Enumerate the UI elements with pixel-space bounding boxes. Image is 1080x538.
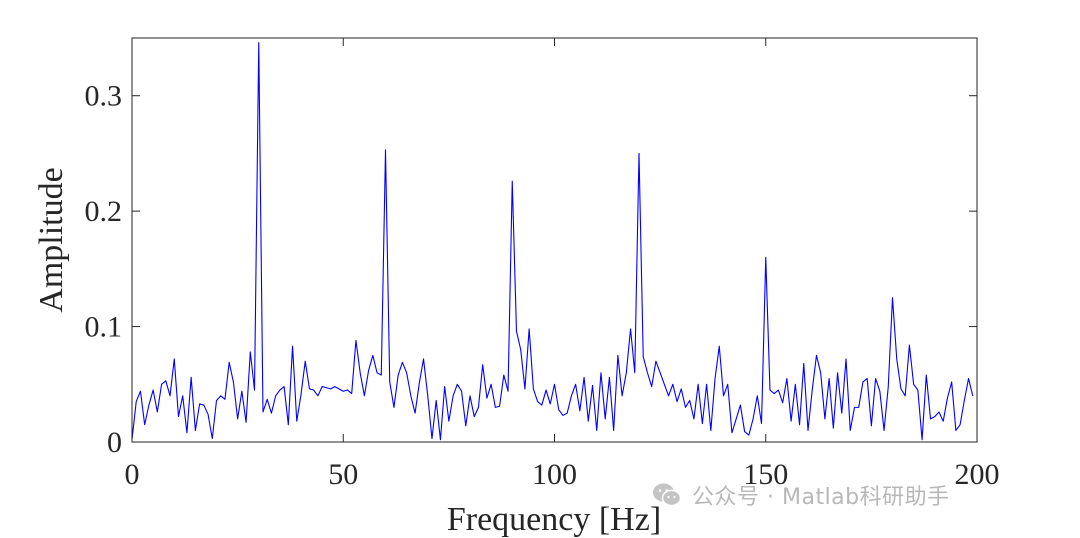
y-tick-label-0: 0 <box>107 426 122 459</box>
y-tick-labels: 0 0.1 0.2 0.3 <box>85 80 123 459</box>
x-tick-label-100: 100 <box>532 458 577 491</box>
y-axis-label: Amplitude <box>33 167 70 312</box>
x-tick-label-0: 0 <box>125 458 140 491</box>
y-tick-label-0.1: 0.1 <box>85 311 123 344</box>
watermark: 公众号 · Matlab科研助手 <box>652 478 950 512</box>
series-line-amplitude <box>131 42 974 441</box>
x-axis-label: Frequency [Hz] <box>447 501 661 538</box>
y-tick-label-0.2: 0.2 <box>85 195 123 228</box>
x-tick-label-50: 50 <box>328 458 358 491</box>
y-tick-label-0.3: 0.3 <box>85 80 123 113</box>
x-tick-label-150: 150 <box>743 458 788 491</box>
x-tick-label-200: 200 <box>955 458 1000 491</box>
plot-area-background <box>132 38 977 442</box>
x-tick-labels: 0 50 100 150 200 <box>125 458 1000 491</box>
wechat-icon <box>653 483 682 507</box>
watermark-text: 公众号 · Matlab科研助手 <box>692 485 950 510</box>
plot-area-box <box>131 37 978 443</box>
